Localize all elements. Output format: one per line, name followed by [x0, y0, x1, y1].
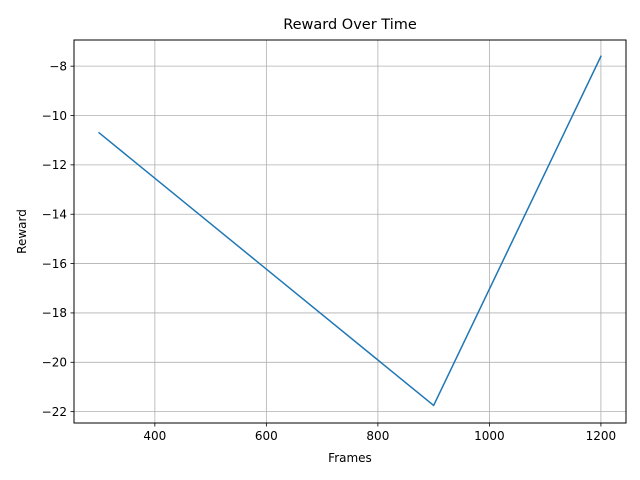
x-tick-label: 400 [143, 429, 166, 443]
series-group [98, 55, 602, 407]
reward-series-line [98, 55, 602, 407]
chart-title: Reward Over Time [283, 17, 417, 33]
x-tick-label: 1200 [586, 429, 617, 443]
y-tick-label: −10 [42, 109, 67, 123]
plot-frame [73, 39, 627, 424]
x-tick-label: 1000 [474, 429, 505, 443]
grid-lines [74, 40, 626, 423]
y-tick-label: −22 [42, 405, 67, 419]
x-axis-label: Frames [328, 451, 372, 465]
y-tick-label: −12 [42, 158, 67, 172]
x-tick-label: 600 [255, 429, 278, 443]
y-axis-label: Reward [15, 209, 29, 254]
y-tick-label: −20 [42, 356, 67, 370]
x-tick-label: 800 [366, 429, 389, 443]
axis-ticks: 400 600 800 1000 1200 −22 −20 −18 −16 −14 −12 −10 −8 [42, 59, 617, 443]
y-tick-label: −8 [49, 59, 67, 73]
y-tick-label: −14 [42, 208, 67, 222]
y-tick-label: −16 [42, 257, 67, 271]
y-tick-label: −18 [42, 306, 67, 320]
